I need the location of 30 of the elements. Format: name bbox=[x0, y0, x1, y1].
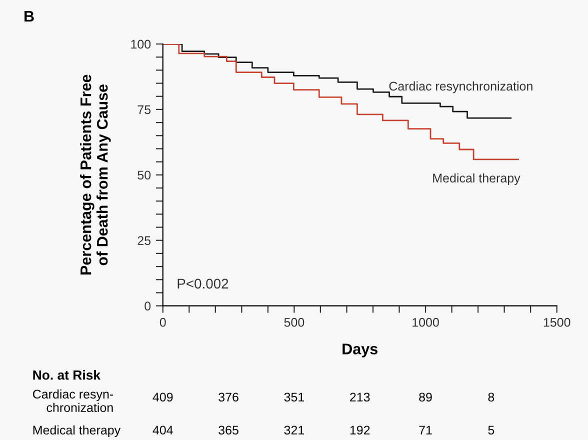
text: 409 bbox=[152, 392, 173, 402]
series-label: Medical therapy bbox=[433, 173, 520, 185]
y-axis-title: Percentage of Patients Free of Death from Any Cause bbox=[80, 74, 111, 274]
x-tick-label: 500 bbox=[284, 318, 304, 327]
x-tick-label: 1500 bbox=[544, 318, 570, 327]
text: 8 bbox=[488, 392, 494, 402]
series-label: Cardiac resynchronization bbox=[389, 81, 532, 94]
text: 71 bbox=[419, 426, 432, 434]
text: 365 bbox=[218, 426, 238, 435]
annotation: P<0.002 bbox=[178, 278, 228, 289]
text: 192 bbox=[350, 426, 370, 435]
x-axis-title: Days bbox=[342, 344, 378, 358]
y-tick-label: 25 bbox=[138, 236, 151, 245]
text: 404 bbox=[152, 426, 173, 435]
text: 5 bbox=[488, 426, 494, 435]
y-tick-label: 100 bbox=[131, 40, 151, 49]
text: 321 bbox=[284, 426, 304, 435]
x-tick-label: 0 bbox=[160, 318, 166, 327]
text: Medical therapy bbox=[33, 425, 121, 438]
text: Cardiac resyn- chronization bbox=[32, 389, 114, 412]
text: 351 bbox=[284, 392, 304, 402]
y-tick-label: 0 bbox=[144, 302, 151, 310]
text: 89 bbox=[419, 392, 432, 402]
text: 213 bbox=[350, 392, 370, 402]
y-tick-label: 75 bbox=[138, 105, 151, 114]
text: B bbox=[24, 11, 34, 22]
text: No. at Risk bbox=[33, 370, 101, 380]
x-tick-label: 1000 bbox=[412, 318, 439, 327]
text: 376 bbox=[218, 392, 238, 402]
y-tick-label: 50 bbox=[138, 170, 151, 180]
